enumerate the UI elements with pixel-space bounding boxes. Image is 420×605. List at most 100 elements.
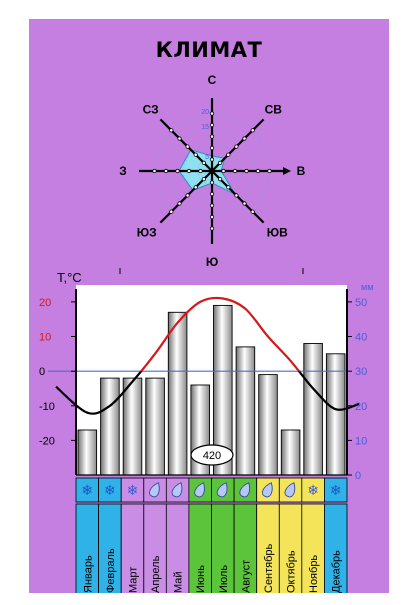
wind-rose-tick	[218, 160, 223, 165]
precip-bar	[77, 429, 98, 476]
total-precip-value: 420	[203, 450, 221, 462]
right-axis-label: 40	[355, 332, 367, 344]
wind-rose-tick	[175, 168, 180, 174]
wind-rose-tick	[193, 152, 198, 157]
wind-rose-tick	[177, 201, 182, 206]
climate-diagram: 20 15 5 С СВ В ЮВ Ю ЮЗ З СЗ 20 10 0 -10 -20 T,°C 50 40 30 20…	[39, 73, 373, 593]
wind-rose-tick	[232, 168, 238, 174]
wind-rose-scale-label: 20	[201, 109, 209, 116]
month-label: Октябрь	[286, 550, 298, 593]
wind-rose-tick	[226, 152, 231, 157]
raindrop-icon	[194, 482, 205, 498]
wind-rose-tick	[250, 209, 255, 214]
month-label: Декабрь	[331, 550, 343, 593]
wind-rose-tick	[234, 193, 239, 198]
wind-rose-tick	[209, 157, 215, 162]
left-axis-label: 0	[39, 366, 45, 378]
precip-bar	[145, 377, 165, 476]
wind-rose-tick	[244, 168, 249, 174]
precip-bar	[167, 311, 188, 476]
wind-rose-tick	[209, 122, 215, 128]
wind-label-sw: ЮЗ	[137, 225, 157, 239]
wind-rose-tick	[255, 168, 261, 174]
wind-rose-tick	[209, 145, 215, 151]
wind-label-w: З	[119, 164, 127, 178]
wind-label-s: Ю	[206, 255, 218, 269]
wind-rose-arrow	[283, 167, 291, 175]
wind-rose-tick	[209, 134, 215, 139]
wind-rose-grid-ring	[181, 140, 243, 202]
wind-rose-tick	[218, 177, 223, 182]
wind-rose-scale-label: 5	[205, 154, 209, 161]
left-axis-label: -20	[39, 435, 55, 447]
month-label: Ноябрь	[308, 555, 320, 593]
wind-rose-tick	[209, 191, 215, 197]
raindrop-icon	[216, 482, 228, 498]
month-label: Апрель	[150, 555, 162, 593]
temperature-line-below-zero	[55, 371, 360, 415]
right-axis-label: 30	[355, 366, 367, 378]
total-precip-badge	[190, 444, 234, 466]
wind-label-nw: СЗ	[143, 103, 159, 117]
left-axis-label: 10	[39, 332, 51, 344]
month-label: Июнь	[195, 565, 207, 593]
right-axis-title: мм	[361, 282, 373, 292]
wind-label-se: ЮВ	[267, 225, 288, 239]
left-axis-title: T,°C	[57, 270, 82, 285]
plot-area	[76, 285, 347, 475]
raindrop-icon	[284, 482, 296, 498]
snowflake-icon: ❄	[307, 482, 319, 498]
snowflake-icon: ❄	[127, 482, 139, 498]
precip-bar	[100, 377, 120, 476]
wind-rose-tick	[201, 160, 206, 165]
precip-bar	[303, 343, 323, 476]
wind-rose-tick	[201, 177, 206, 182]
right-axis-label: 10	[355, 435, 367, 447]
precip-bar	[325, 353, 346, 476]
month-label: Май	[173, 571, 185, 593]
wind-rose-tick	[267, 168, 272, 174]
wind-rose-tick	[186, 168, 192, 174]
raindrop-icon	[149, 482, 160, 498]
month-label: Февраль	[105, 548, 117, 593]
precip-bar	[258, 374, 278, 476]
precip-bar	[122, 377, 143, 476]
month-name-cell	[323, 503, 348, 593]
right-axis-label: 0	[355, 470, 361, 482]
wind-rose-tick	[234, 144, 239, 149]
wind-rose-grid-ring	[151, 110, 273, 232]
wind-rose-tick	[193, 185, 198, 190]
left-axis-label: 20	[39, 297, 51, 309]
wind-rose-tick	[226, 185, 231, 190]
month-label: Август	[240, 560, 252, 593]
wind-label-n: С	[208, 73, 217, 87]
snowflake-icon: ❄	[81, 482, 93, 498]
wind-rose-scale-label: 15	[201, 124, 209, 131]
month-icon-cell	[323, 477, 348, 503]
wind-rose-tick	[209, 203, 215, 208]
raindrop-icon	[239, 482, 251, 498]
wind-rose-tick	[209, 180, 215, 185]
wind-rose-tick	[250, 128, 255, 133]
wind-rose-tick	[209, 214, 215, 220]
wind-rose-tick	[185, 193, 190, 198]
wind-rose-tick	[198, 168, 203, 174]
climate-card: КЛИМАТ 20 15 5 С СВ В ЮВ Ю ЮЗ З СЗ 20 10 0 -10 -20 T,°C 5…	[29, 19, 389, 593]
wind-rose-tick	[163, 168, 169, 174]
month-label: Июль	[218, 565, 230, 593]
right-axis-label: 20	[355, 401, 367, 413]
wind-rose-tick	[169, 209, 174, 214]
wind-rose-tick	[221, 168, 226, 174]
month-label: Январь	[82, 555, 94, 593]
page-title: КЛИМАТ	[155, 38, 263, 62]
wind-rose-tick	[169, 128, 174, 133]
wind-rose-tick	[242, 201, 247, 206]
wind-rose-tick	[177, 136, 182, 141]
raindrop-icon	[171, 482, 183, 498]
precip-bar	[280, 429, 301, 476]
right-axis-label: 50	[355, 297, 367, 309]
temperature-line	[139, 296, 301, 372]
wind-label-e: В	[297, 164, 306, 178]
wind-rose-tick	[242, 136, 247, 141]
snowflake-icon: ❄	[330, 482, 342, 498]
